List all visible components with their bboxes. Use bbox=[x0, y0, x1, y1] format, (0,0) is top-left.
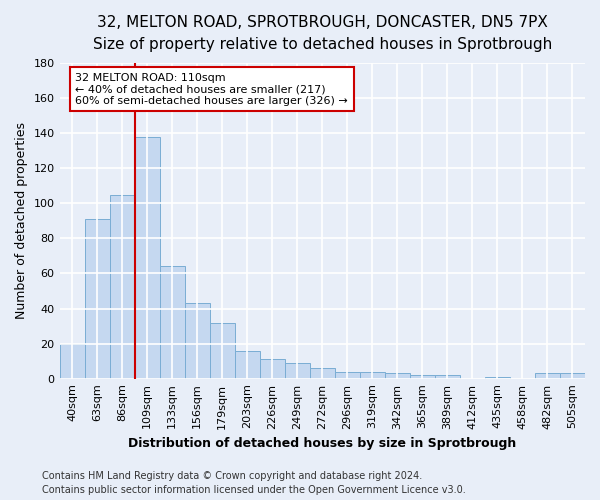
Bar bbox=[335, 372, 360, 378]
Bar bbox=[385, 374, 410, 378]
Bar bbox=[560, 374, 585, 378]
Bar bbox=[85, 219, 110, 378]
X-axis label: Distribution of detached houses by size in Sprotbrough: Distribution of detached houses by size … bbox=[128, 437, 517, 450]
Bar bbox=[235, 350, 260, 378]
Text: Contains HM Land Registry data © Crown copyright and database right 2024.
Contai: Contains HM Land Registry data © Crown c… bbox=[42, 471, 466, 495]
Bar bbox=[110, 194, 134, 378]
Y-axis label: Number of detached properties: Number of detached properties bbox=[15, 122, 28, 320]
Bar bbox=[360, 372, 385, 378]
Bar bbox=[134, 136, 160, 378]
Bar bbox=[410, 375, 435, 378]
Bar bbox=[160, 266, 185, 378]
Bar bbox=[285, 363, 310, 378]
Bar bbox=[310, 368, 335, 378]
Bar bbox=[485, 377, 510, 378]
Bar bbox=[535, 374, 560, 378]
Title: 32, MELTON ROAD, SPROTBROUGH, DONCASTER, DN5 7PX
Size of property relative to de: 32, MELTON ROAD, SPROTBROUGH, DONCASTER,… bbox=[92, 15, 552, 52]
Bar bbox=[260, 360, 285, 378]
Bar bbox=[59, 344, 85, 378]
Bar bbox=[185, 304, 209, 378]
Bar bbox=[435, 375, 460, 378]
Bar bbox=[209, 322, 235, 378]
Text: 32 MELTON ROAD: 110sqm
← 40% of detached houses are smaller (217)
60% of semi-de: 32 MELTON ROAD: 110sqm ← 40% of detached… bbox=[76, 72, 348, 106]
